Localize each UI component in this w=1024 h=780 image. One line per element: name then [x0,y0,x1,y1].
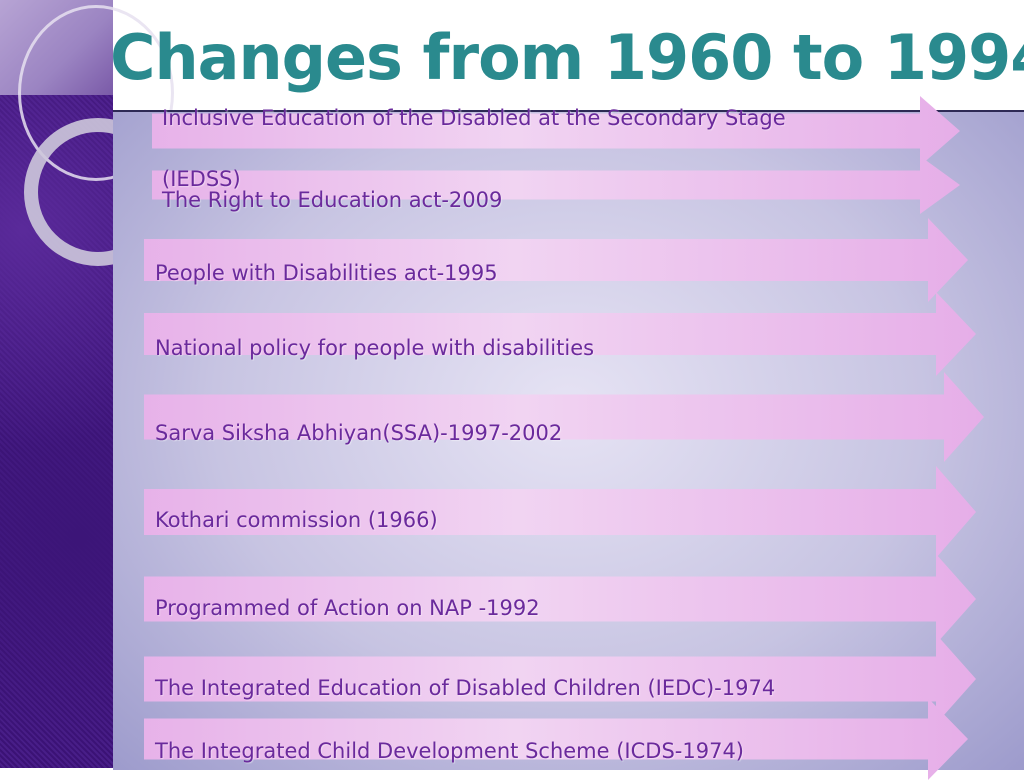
item-label-rte: The Right to Education act-2009 [162,188,503,212]
item-label-pwd: People with Disabilities act-1995 [155,261,498,285]
slide-title: Changes from 1960 to 1994 [110,21,1024,94]
item-label-kothari: Kothari commission (1966) [155,508,438,532]
item-label-ssa: Sarva Siksha Abhiyan(SSA)-1997-2002 [155,421,563,445]
item-label-national-policy: National policy for people with disabili… [155,336,595,360]
item-label-iedss: Inclusive Education of the Disabled at t… [162,106,786,130]
item-label-icds: The Integrated Child Development Scheme … [155,739,744,763]
item-label-nap: Programmed of Action on NAP -1992 [155,596,540,620]
item-label-iedc: The Integrated Education of Disabled Chi… [155,676,776,700]
item-label-iedss-abbrev: (IEDSS) [162,167,241,191]
